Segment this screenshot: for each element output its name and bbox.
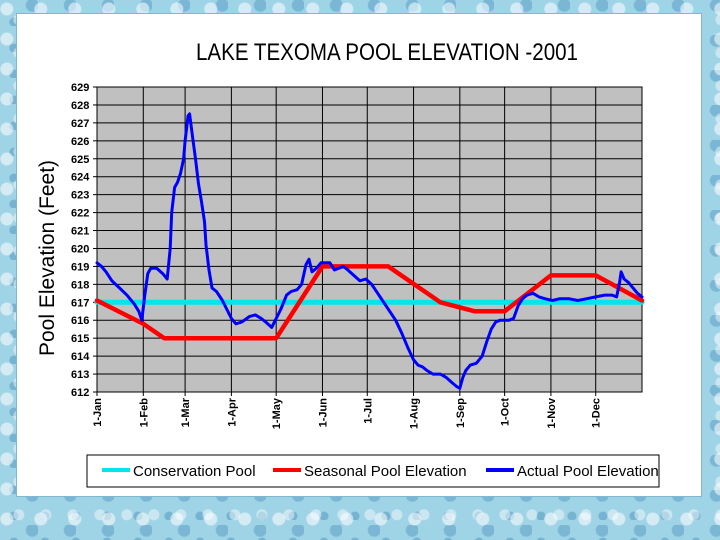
legend: Conservation Pool Seasonal Pool Elevation… [86, 454, 660, 488]
x-tick-label: 1-Jan [92, 398, 104, 427]
plot-background [96, 86, 643, 393]
legend-box [86, 454, 660, 488]
y-tick-label: 617 [71, 297, 89, 309]
x-tick-label: 1-Oct [500, 398, 512, 426]
plot-area: 1-Jan 1-Feb 1-Mar 1-Apr 1-May 1-Jun 1-Jul 1-Aug… [71, 82, 645, 429]
series-line-seasonal-pool-elevation [94, 264, 645, 341]
y-tick-label: 629 [71, 82, 89, 94]
y-tick-label: 621 [71, 226, 89, 238]
x-tick-label: 1-Mar [180, 397, 192, 427]
y-tick-label: 628 [71, 100, 89, 112]
legend-label-actual-pool-elevation: Actual Pool Elevation [517, 463, 659, 480]
y-tick-label: 613 [71, 369, 89, 381]
y-tick-label: 622 [71, 208, 89, 220]
x-tick-label: 1-Dec [591, 398, 603, 428]
series-line-actual-pool-elevation [95, 112, 644, 390]
y-tick-label: 612 [71, 387, 89, 399]
x-tick-label: 1-Aug [409, 398, 421, 429]
legend-label-conservation-pool: Conservation Pool [133, 463, 256, 480]
x-tick-label: 1-Jul [362, 398, 374, 424]
x-tick-label: 1-Jun [317, 398, 329, 428]
y-tick-label: 620 [71, 243, 89, 255]
x-tick-label: 1-Sep [455, 398, 467, 428]
y-tick-label: 626 [71, 136, 89, 148]
y-tick-label: 619 [71, 261, 89, 273]
y-tick-label: 615 [71, 333, 89, 345]
y-axis-label: Pool Elevation (Feet) [36, 160, 59, 356]
y-tick-label: 624 [71, 172, 90, 184]
legend-label-seasonal-pool-elevation: Seasonal Pool Elevation [304, 463, 467, 480]
chart-title: LAKE TEXOMA POOL ELEVATION -2001 [196, 39, 578, 66]
x-tick-label: 1-Feb [138, 398, 150, 428]
x-tick-label: 1-Nov [546, 397, 558, 428]
y-tick-label: 618 [71, 279, 89, 291]
x-tick-label: 1-May [271, 397, 283, 429]
x-tick-label: 1-Apr [226, 397, 238, 426]
y-tick-label: 614 [71, 351, 90, 363]
y-tick-label: 627 [71, 118, 89, 130]
y-tick-label: 623 [71, 190, 89, 202]
y-tick-label: 625 [71, 154, 89, 166]
y-tick-label: 616 [71, 315, 89, 327]
